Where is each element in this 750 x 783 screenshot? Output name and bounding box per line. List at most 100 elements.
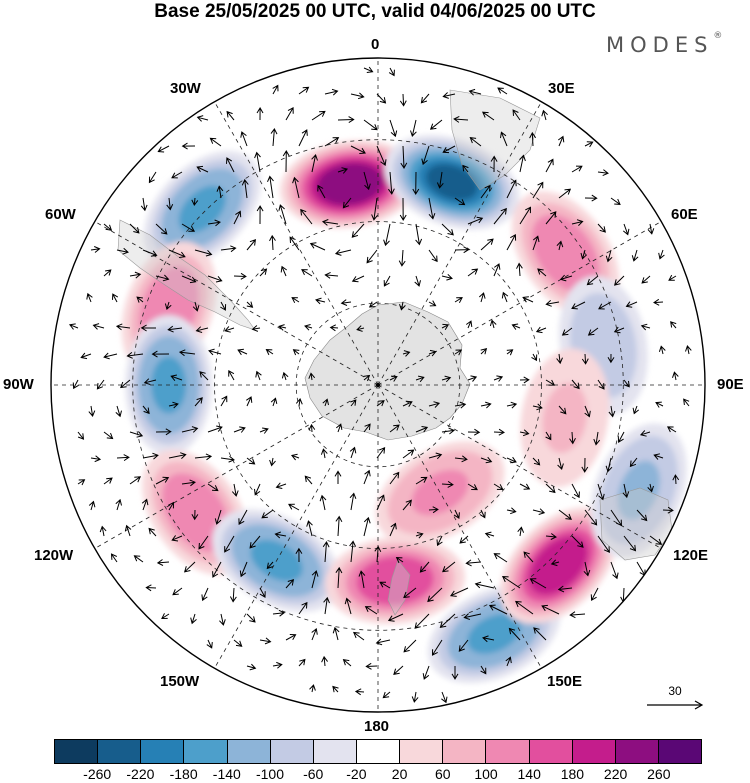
colorbar-ticks: -260 -220 -180 -140 -100 -60 -20 20 60 100 140 180 2… xyxy=(0,766,750,783)
wind-arrow xyxy=(415,223,423,246)
wind-arrow xyxy=(482,635,495,643)
colorbar-segment xyxy=(270,740,314,763)
wind-arrow xyxy=(322,398,329,407)
wind-arrow xyxy=(270,397,278,407)
wind-arrow xyxy=(610,509,623,527)
wind-arrow xyxy=(148,527,157,537)
wind-arrow xyxy=(306,520,313,537)
wind-arrow xyxy=(259,427,269,434)
wind-arrow xyxy=(86,292,93,303)
wind-arrow xyxy=(666,426,677,433)
wind-arrow xyxy=(501,576,521,589)
wind-arrow xyxy=(545,158,554,173)
wind-arrow xyxy=(229,587,237,603)
lon-label-120w: 120W xyxy=(34,547,74,564)
wind-arrow xyxy=(290,453,300,461)
wind-arrow xyxy=(399,301,406,311)
wind-arrow xyxy=(428,197,436,220)
colorbar-tick-label: 20 xyxy=(391,766,408,782)
wind-arrow xyxy=(278,204,287,225)
wind-arrow xyxy=(181,275,197,284)
wind-arrow xyxy=(321,219,339,226)
wind-arrow xyxy=(519,206,532,225)
wind-arrow xyxy=(351,223,365,238)
colorbar-tick-label: -60 xyxy=(303,766,324,782)
wind-arrow xyxy=(168,452,187,459)
wind-arrow xyxy=(480,401,492,409)
wind-arrow xyxy=(207,483,219,492)
wind-arrow xyxy=(506,233,517,251)
wind-arrow xyxy=(142,249,158,257)
wind-arrow xyxy=(428,349,437,357)
wind-arrow xyxy=(414,275,421,287)
latitude-circle xyxy=(132,139,624,631)
wind-arrow xyxy=(112,293,119,303)
wind-arrow xyxy=(103,269,112,277)
wind-arrow xyxy=(289,236,300,251)
wind-arrow xyxy=(489,319,497,329)
wind-arrow xyxy=(480,348,488,355)
wind-arrow xyxy=(365,662,378,670)
wind-arrow xyxy=(429,119,443,130)
wind-arrow xyxy=(88,500,96,511)
wind-arrow xyxy=(156,559,170,566)
wind-arrow xyxy=(344,597,352,615)
wind-arrow xyxy=(389,119,398,138)
wind-arrow xyxy=(238,509,248,526)
colorbar-segment xyxy=(443,740,487,763)
wind-arrow xyxy=(350,399,357,407)
wind-arrow xyxy=(467,483,478,491)
wind-arrow xyxy=(597,223,606,233)
wind-arrow xyxy=(522,296,534,303)
wind-arrow xyxy=(110,553,118,563)
wind-arrow xyxy=(354,688,365,696)
wind-arrow xyxy=(323,596,330,615)
wind-arrow xyxy=(685,345,692,355)
wind-arrow xyxy=(239,561,248,578)
wind-arrow xyxy=(415,532,424,539)
wind-arrow xyxy=(216,185,224,199)
wind-arrow xyxy=(462,164,469,173)
wind-arrow xyxy=(412,171,420,195)
wind-arrow xyxy=(349,540,357,563)
wind-arrow xyxy=(266,561,274,570)
wind-arrow xyxy=(329,324,339,332)
wind-arrow xyxy=(198,535,209,550)
wind-arrow xyxy=(535,326,547,334)
wind-arrow xyxy=(410,119,417,137)
wind-arrow xyxy=(116,454,130,462)
colorbar-segment xyxy=(615,740,659,763)
anomaly-center xyxy=(144,151,261,268)
colorbar-segment xyxy=(98,740,142,763)
wind-arrow xyxy=(192,301,200,312)
colorbar-tick-label: -220 xyxy=(126,766,155,782)
wind-arrow xyxy=(519,429,530,437)
wind-arrow xyxy=(506,349,514,356)
wind-arrow xyxy=(274,531,287,539)
wind-arrow xyxy=(337,116,355,124)
wind-arrow xyxy=(376,145,387,166)
wind-arrow xyxy=(653,453,664,460)
wind-arrow xyxy=(196,115,209,122)
wind-arrow xyxy=(402,350,411,357)
wind-arrow xyxy=(625,301,638,308)
wind-arrow xyxy=(249,535,261,549)
wind-arrow xyxy=(164,301,172,311)
wind-arrow xyxy=(124,524,132,537)
wind-arrow xyxy=(480,184,491,199)
wind-arrow xyxy=(493,483,504,491)
wind-arrow xyxy=(519,376,530,384)
wind-arrow xyxy=(557,585,573,593)
land-masses xyxy=(117,89,673,616)
wind-arrow xyxy=(309,684,316,693)
wind-arrow xyxy=(441,691,448,704)
wind-arrow xyxy=(545,300,560,307)
wind-arrow xyxy=(545,211,557,225)
wind-arrow xyxy=(481,111,495,121)
wind-arrow xyxy=(379,581,391,589)
wind-arrow xyxy=(224,326,235,333)
wind-arrow xyxy=(308,423,316,433)
wind-arrow xyxy=(532,235,540,251)
wind-arrow xyxy=(459,535,469,544)
anomaly-contour xyxy=(617,460,660,520)
